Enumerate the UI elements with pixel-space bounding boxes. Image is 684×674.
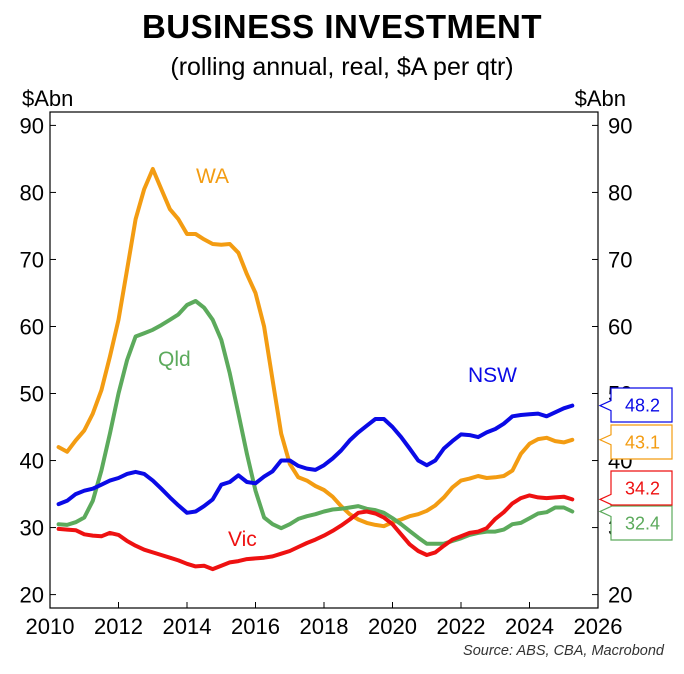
x-tick-label: 2020 bbox=[368, 614, 417, 639]
y-tick-label-left: 90 bbox=[20, 113, 44, 138]
y-axis-unit-right: $Abn bbox=[575, 86, 626, 111]
y-tick-label-right: 20 bbox=[608, 583, 632, 608]
series-line-vic bbox=[56, 493, 575, 572]
y-tick-label-right: 60 bbox=[608, 314, 632, 339]
series-label-wa: WA bbox=[196, 165, 229, 188]
series-label-qld: Qld bbox=[158, 348, 191, 371]
chart-title: BUSINESS INVESTMENT bbox=[141, 8, 543, 45]
end-value-label: 32.4 bbox=[625, 514, 660, 534]
end-value-flag-box bbox=[598, 505, 673, 541]
x-tick-label: 2012 bbox=[94, 614, 143, 639]
series-line-wa bbox=[56, 167, 575, 529]
x-tick-label: 2018 bbox=[300, 614, 349, 639]
end-value-flag-nsw: 48.2 bbox=[598, 387, 673, 423]
series-label-nsw: NSW bbox=[468, 364, 517, 387]
y-tick-label-left: 50 bbox=[20, 382, 44, 407]
end-value-label: 48.2 bbox=[625, 396, 660, 416]
end-value-flag-qld: 32.4 bbox=[598, 505, 673, 541]
end-value-flag-vic: 34.2 bbox=[598, 470, 673, 506]
end-value-label: 34.2 bbox=[625, 479, 660, 499]
y-tick-label-right: 80 bbox=[608, 180, 632, 205]
end-value-flag-box bbox=[598, 470, 673, 506]
y-tick-label-left: 60 bbox=[20, 314, 44, 339]
end-value-flag-wa: 43.1 bbox=[598, 424, 673, 460]
source-note: Source: ABS, CBA, Macrobond bbox=[463, 643, 665, 659]
x-tick-label: 2022 bbox=[437, 614, 486, 639]
y-tick-label-left: 20 bbox=[20, 583, 44, 608]
y-tick-label-right: 70 bbox=[608, 247, 632, 272]
y-tick-label-left: 40 bbox=[20, 449, 44, 474]
y-axis-unit-left: $Abn bbox=[22, 86, 73, 111]
y-tick-label-left: 80 bbox=[20, 180, 44, 205]
x-tick-label: 2016 bbox=[231, 614, 280, 639]
y-tick-label-right: 90 bbox=[608, 113, 632, 138]
series-label-vic: Vic bbox=[228, 528, 257, 551]
x-tick-label: 2026 bbox=[574, 614, 623, 639]
series-line-qld bbox=[56, 299, 575, 546]
y-tick-label-left: 30 bbox=[20, 516, 44, 541]
end-value-flag-box bbox=[598, 424, 673, 460]
end-value-flag-box bbox=[598, 387, 673, 423]
plot-frame bbox=[49, 111, 599, 609]
series-line-nsw bbox=[56, 403, 575, 515]
x-tick-label: 2010 bbox=[26, 614, 75, 639]
x-tick-label: 2024 bbox=[505, 614, 554, 639]
end-value-label: 43.1 bbox=[625, 433, 660, 453]
x-tick-label: 2014 bbox=[163, 614, 212, 639]
chart-subtitle: (rolling annual, real, $A per qtr) bbox=[170, 53, 514, 81]
y-tick-label-left: 70 bbox=[20, 247, 44, 272]
